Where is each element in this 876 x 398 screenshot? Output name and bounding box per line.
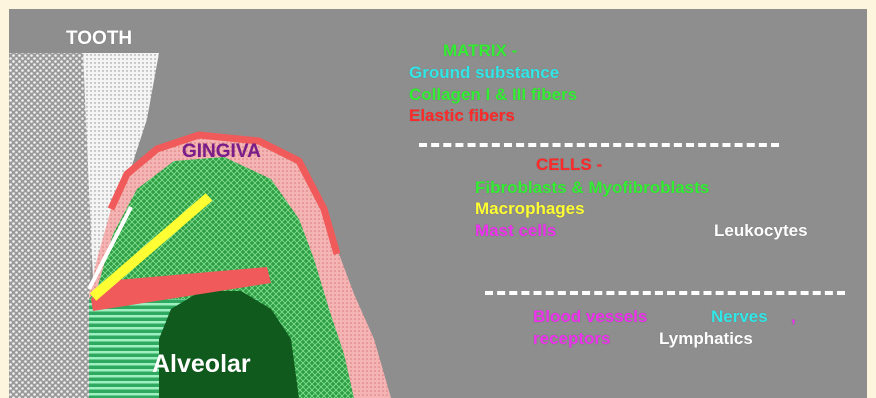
tooth-shape — [9, 53, 104, 398]
divider-2 — [485, 291, 845, 295]
gingiva-label: GINGIVA — [182, 141, 261, 162]
divider-1 — [419, 143, 779, 147]
lymphatics: Lymphatics — [659, 329, 753, 348]
tooth-label: TOOTH — [66, 28, 133, 49]
sulcus-band — [91, 267, 271, 311]
alveolar-bone — [159, 291, 299, 398]
cells-fibroblasts: Fibroblasts & Myofibroblasts — [475, 178, 710, 197]
nerves: Nerves — [711, 307, 768, 326]
tooth-edge-line — [87, 206, 133, 290]
matrix-elastic: Elastic fibers — [409, 106, 515, 125]
matrix-ground-substance: Ground substance — [409, 63, 560, 82]
matrix-collagen: Collagen I & III fibers — [409, 85, 578, 104]
alveolar-label: Alveolar — [152, 350, 251, 378]
cells-leukocytes: Leukocytes — [714, 221, 808, 240]
cells-mast: Mast cells — [475, 221, 557, 240]
yellow-fiber — [89, 193, 213, 301]
cells-title: CELLS - — [536, 155, 603, 174]
cells-macrophages: Macrophages — [475, 199, 585, 218]
enamel-shape — [83, 53, 159, 279]
gingiva-illustration — [9, 53, 391, 398]
nerves-comma: , — [791, 307, 796, 326]
gingiva-epithelium-line — [107, 131, 341, 255]
diagram-frame: TOOTH GINGIVA Alveolar MATRIX - Ground s… — [9, 9, 867, 398]
matrix-title: MATRIX - — [443, 41, 518, 60]
receptors: receptors — [533, 329, 611, 348]
blood-vessels: Blood vessels — [533, 307, 648, 326]
